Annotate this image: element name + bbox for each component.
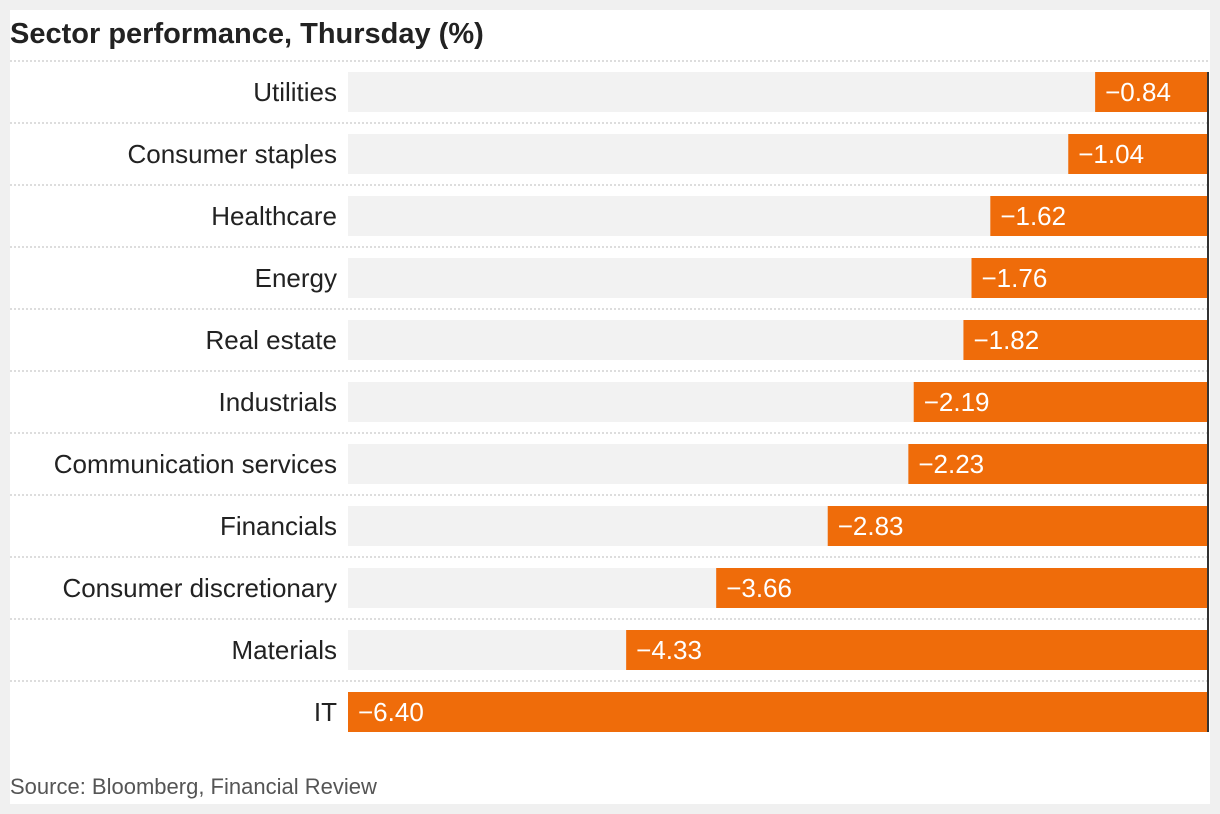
bar xyxy=(908,444,1208,484)
value-label: −1.82 xyxy=(973,325,1039,355)
bar xyxy=(1095,72,1208,112)
category-label: Consumer staples xyxy=(127,139,337,169)
category-label: Consumer discretionary xyxy=(62,573,337,603)
category-label: IT xyxy=(314,697,337,727)
value-label: −2.19 xyxy=(924,387,990,417)
bar-track xyxy=(348,134,1208,174)
category-label: Communication services xyxy=(54,449,337,479)
category-label: Healthcare xyxy=(211,201,337,231)
bar xyxy=(1068,134,1208,174)
value-label: −1.62 xyxy=(1000,201,1066,231)
category-label: Industrials xyxy=(219,387,338,417)
value-label: −2.23 xyxy=(918,449,984,479)
bar xyxy=(716,568,1208,608)
value-label: −1.04 xyxy=(1078,139,1144,169)
bar xyxy=(348,692,1208,732)
bar xyxy=(827,506,1208,546)
bar xyxy=(963,320,1208,360)
bar xyxy=(971,258,1208,298)
bar-chart: Utilities −0.84 Consumer staples −1.04 Healt… xyxy=(10,60,1209,732)
chart-card: Sector performance, Thursday (%) Utiliti… xyxy=(10,10,1210,804)
category-label: Materials xyxy=(232,635,337,665)
bar-track xyxy=(348,72,1208,112)
chart-title: Sector performance, Thursday (%) xyxy=(10,18,484,50)
value-label: −4.33 xyxy=(636,635,702,665)
bar xyxy=(990,196,1208,236)
value-label: −1.76 xyxy=(982,263,1048,293)
chart-source: Source: Bloomberg, Financial Review xyxy=(10,774,377,799)
category-label: Financials xyxy=(220,511,337,541)
value-label: −3.66 xyxy=(726,573,792,603)
category-label: Utilities xyxy=(253,77,337,107)
category-label: Real estate xyxy=(205,325,337,355)
bar xyxy=(913,382,1208,422)
value-label: −0.84 xyxy=(1105,77,1171,107)
value-label: −6.40 xyxy=(358,697,424,727)
bar xyxy=(626,630,1208,670)
category-label: Energy xyxy=(255,263,337,293)
value-label: −2.83 xyxy=(838,511,904,541)
